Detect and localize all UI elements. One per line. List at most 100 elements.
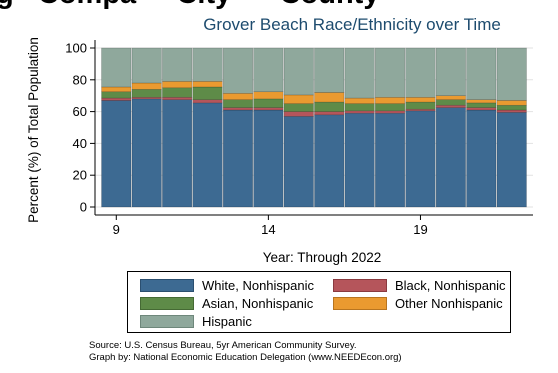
y-tick-label-0: 0 [80,200,87,215]
bar-segment-20-3 [435,95,466,100]
credit-note: Graph by: National Economic Education De… [89,352,402,363]
legend-swatch-asian [140,297,194,310]
bar-segment-13-2 [222,99,254,108]
bar-segment-9-2 [101,91,132,99]
y-axis-label: Percent (%) of Total Population [26,37,41,223]
x-tick-label-19: 19 [413,222,427,237]
bar-segment-12-2 [192,86,223,100]
bar-segment-10-3 [131,82,162,90]
bar-segment-18-4 [374,47,406,98]
bar-segment-21-0 [466,109,497,208]
bar-segment-19-0 [405,110,436,208]
bar-segment-22-2 [496,104,527,111]
y-tick-label-60: 60 [73,104,87,119]
bar-segment-15-2 [283,103,314,112]
bar-segment-22-0 [496,112,527,208]
cropped-page-heading: g Compa City County [0,0,379,10]
y-tick-label-100: 100 [65,41,87,56]
y-tick-label-20: 20 [73,168,87,183]
legend-item-black: Black, Nonhispanic [333,278,506,294]
bar-segment-17-1 [344,110,375,114]
bar-segment-14-4 [253,47,284,93]
y-tick-label-40: 40 [73,136,87,151]
chart-legend: White, Nonhispanic Black, Nonhispanic As… [127,271,511,333]
bar-segment-19-2 [405,101,436,110]
bar-segment-14-2 [253,98,284,108]
bar-segment-9-1 [101,97,132,101]
y-tick-label-80: 80 [73,72,87,87]
source-notes: Source: U.S. Census Bureau, 5yr American… [89,340,402,364]
bar-segment-10-0 [131,98,162,208]
bar-segment-20-4 [435,47,466,97]
bar-segment-21-1 [466,107,497,111]
bar-segment-12-1 [192,99,223,104]
legend-item-other: Other Nonhispanic [333,296,503,312]
legend-label-other: Other Nonhispanic [395,296,503,311]
bar-segment-9-0 [101,100,132,208]
legend-item-asian: Asian, Nonhispanic [140,296,313,312]
bar-segment-16-0 [314,114,345,208]
bar-segment-15-0 [283,116,314,208]
bar-segment-15-1 [283,111,314,117]
bar-segment-12-0 [192,102,223,208]
bar-segment-11-0 [162,99,193,208]
bar-segment-21-2 [466,102,497,108]
bar-segment-22-4 [496,47,527,101]
axes-group: 0 20 40 60 80 100 9 14 19 [65,40,533,237]
bar-segment-12-4 [192,47,223,82]
bar-segment-21-4 [466,47,497,100]
legend-label-hispanic: Hispanic [202,314,252,329]
legend-label-white: White, Nonhispanic [202,278,314,293]
legend-label-black: Black, Nonhispanic [395,278,506,293]
bar-segment-16-2 [314,101,345,112]
bar-segment-20-2 [435,99,466,106]
bar-segment-17-3 [344,97,375,104]
bar-segment-17-2 [344,103,375,112]
bar-segment-19-4 [405,47,436,98]
bar-segment-16-4 [314,47,345,93]
bar-segment-9-3 [101,86,132,93]
legend-swatch-black [333,279,387,292]
bar-segment-11-3 [162,81,193,89]
bar-segment-18-2 [374,103,406,112]
bar-segment-11-4 [162,47,193,82]
x-tick-label-9: 9 [113,222,120,237]
bar-segment-13-1 [222,107,254,111]
bar-segment-13-0 [222,109,254,208]
bar-segment-13-4 [222,47,254,94]
bar-segment-17-4 [344,47,375,99]
bar-segment-22-3 [496,100,527,106]
bar-segment-18-0 [374,112,406,208]
cropped-heading-text: g Compa City County [0,0,379,10]
legend-item-white: White, Nonhispanic [140,278,314,294]
x-axis-label: Year: Through 2022 [263,250,382,265]
bar-segment-10-1 [131,96,162,100]
bars-group [101,47,527,208]
x-tick-label-14: 14 [261,222,275,237]
legend-swatch-hispanic [140,315,194,328]
bar-segment-11-2 [162,87,193,98]
bar-segment-18-1 [374,110,406,114]
bar-segment-21-3 [466,99,497,104]
bar-segment-14-1 [253,107,284,111]
source-note: Source: U.S. Census Bureau, 5yr American… [89,340,357,351]
bar-segment-10-4 [131,47,162,84]
bar-segment-18-3 [374,96,406,104]
bar-segment-14-3 [253,91,284,100]
bar-segment-16-1 [314,111,345,116]
bar-segment-14-0 [253,109,284,208]
bar-segment-15-3 [283,94,314,104]
legend-item-hispanic: Hispanic [140,314,252,330]
legend-swatch-other [333,297,387,310]
bar-segment-12-3 [192,81,223,88]
legend-label-asian: Asian, Nonhispanic [202,296,314,311]
bar-segment-10-2 [131,89,162,98]
bar-segment-13-3 [222,93,254,100]
bar-segment-17-0 [344,112,375,208]
bar-segment-11-1 [162,96,193,100]
bar-segment-20-0 [435,107,466,208]
bar-segment-16-3 [314,92,345,103]
bar-segment-15-4 [283,47,314,96]
bar-segment-19-3 [405,96,436,103]
